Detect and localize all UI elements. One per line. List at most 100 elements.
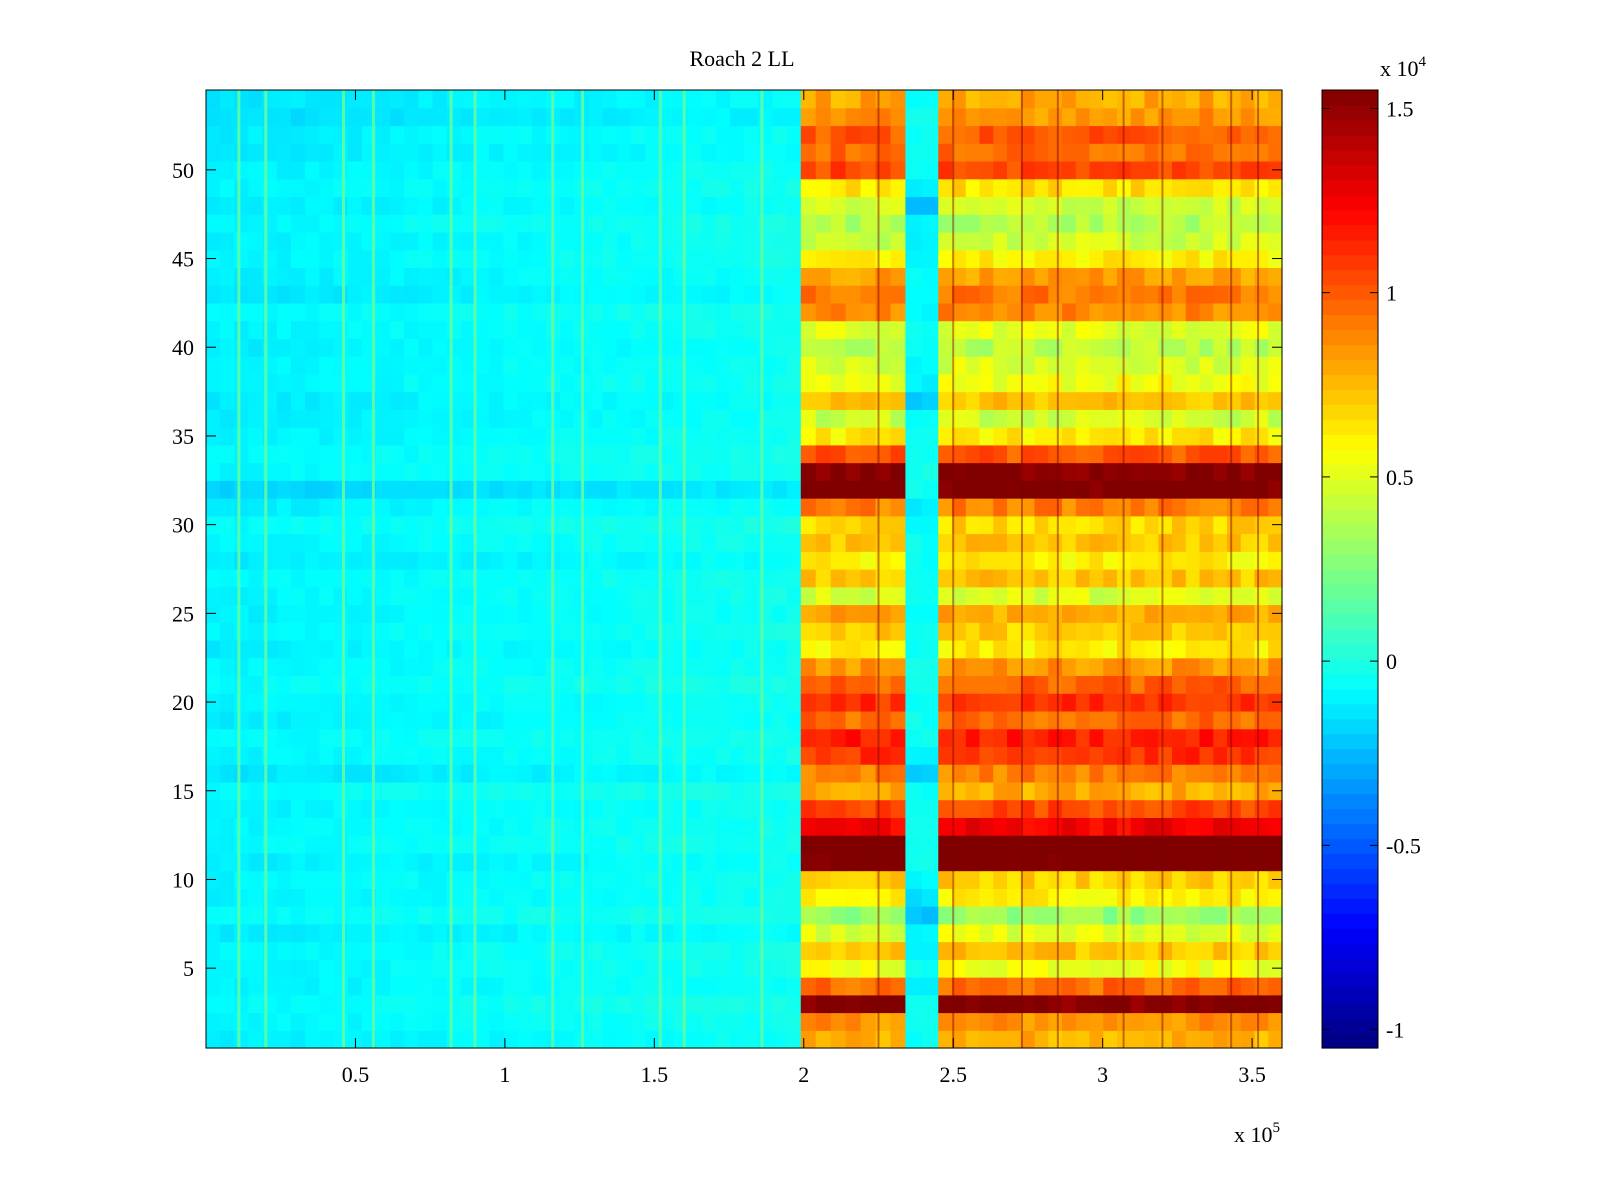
heatmap-cell [588,906,604,925]
heatmap-cell [701,1030,717,1049]
heatmap-cell [965,923,981,943]
heatmap-cell [875,941,892,960]
heatmap-cell [446,515,462,535]
heatmap-cell [659,764,674,783]
heatmap-cell [815,143,832,162]
heatmap-cell [645,533,660,552]
heatmap-cell [305,409,320,428]
heatmap-cell [938,267,953,286]
heatmap-cell [1254,338,1269,357]
heatmap-cell [938,764,953,783]
heatmap-cell [404,391,420,410]
heatmap-cell [905,959,923,978]
heatmap-cell [830,373,847,393]
heatmap-cell [290,214,306,233]
heatmap-cell [375,143,391,162]
heatmap-cell [845,498,862,517]
heatmap-cell [938,338,953,357]
heatmap-cell [645,90,660,109]
heatmap-cell [475,586,490,606]
heatmap-cell [701,888,717,907]
heatmap-cell [786,852,802,872]
heatmap-cell [290,196,306,215]
heatmap-cell [290,409,306,428]
heatmap-cell [687,143,703,162]
heatmap-cell [290,728,306,748]
heatmap-cell [1227,214,1242,233]
heatmap-cell [446,639,462,659]
heatmap-cell [588,551,604,570]
heatmap-cell [952,249,967,269]
heatmap-cell [1130,302,1146,322]
heatmap-cell [845,977,862,996]
heatmap-cell [845,373,862,393]
heatmap-cell [921,817,939,836]
heatmap-cell [475,551,490,570]
heatmap-cell [1254,515,1269,535]
heatmap-cell [475,107,490,127]
heatmap-cell [860,746,877,765]
heatmap-cell [347,143,363,162]
heatmap-cell [659,125,674,144]
heatmap-cell [588,302,604,322]
heatmap-cell [1130,231,1146,251]
heatmap-cell [489,657,504,677]
heatmap-cell [1213,409,1228,428]
heatmap-cell [952,835,967,854]
heatmap-cell [1020,852,1036,872]
heatmap-cell [1254,373,1269,393]
heatmap-cell [1062,427,1077,446]
heatmap-cell [1213,852,1228,872]
heatmap-cell [786,994,802,1014]
heatmap-cell [390,480,405,499]
heatmap-cell [560,906,575,925]
heatmap-cell [1227,498,1242,517]
heatmap-cell [234,852,250,872]
heatmap-cell [276,444,292,464]
heatmap-cell [875,90,892,109]
y-tick-label: 10 [172,867,194,892]
heatmap-cell [1020,107,1036,127]
heatmap-cell [845,143,862,162]
heatmap-cell [815,444,832,464]
heatmap-cell [503,835,519,854]
heatmap-cell [786,498,802,517]
heatmap-cell [248,285,264,304]
heatmap-cell [938,870,953,889]
heatmap-cell [234,143,250,162]
heatmap-cell [1075,160,1091,180]
heatmap-cell [588,90,604,109]
heatmap-cell [860,196,877,215]
heatmap-cell [404,693,420,712]
heatmap-cell [234,569,250,588]
heatmap-cell [845,639,862,659]
heatmap-cell [786,356,802,375]
heatmap-cell [1254,462,1269,481]
heatmap-cell [1103,444,1118,464]
heatmap-cell [1172,959,1187,978]
heatmap-cell [630,444,646,464]
heatmap-cell [938,356,953,375]
heatmap-cell [390,888,405,907]
heatmap-cell [815,409,832,428]
heatmap-cell [1117,143,1132,162]
heatmap-cell [1254,746,1269,765]
heatmap-cell [1048,604,1063,623]
heatmap-cell [404,285,420,304]
heatmap-cell [602,90,618,109]
heatmap-cell [830,622,847,641]
heatmap-cell [560,1030,575,1049]
heatmap-cell [588,799,604,818]
heatmap-cell [952,125,967,144]
heatmap-cell [432,675,448,694]
heatmap-cell [616,515,632,535]
heatmap-cell [446,1012,462,1031]
heatmap-cell [921,551,939,570]
heatmap-cell [965,639,981,659]
heatmap-cell [786,196,802,215]
heatmap-cell [460,746,476,765]
heatmap-cell [905,693,923,712]
heatmap-cell [830,249,847,269]
heatmap-cell [845,338,862,357]
heatmap-cell [602,1012,618,1031]
